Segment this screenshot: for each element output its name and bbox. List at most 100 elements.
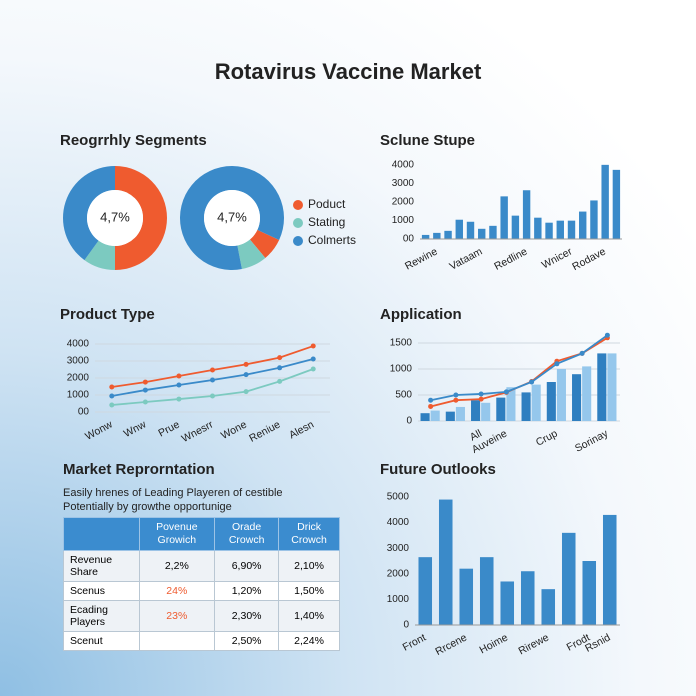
header-cell: Orade Crowch [214, 517, 280, 551]
donut-hole [87, 190, 143, 246]
point [604, 332, 610, 338]
bar [420, 413, 430, 421]
bar [534, 217, 542, 239]
x-tick-label: Crup [534, 427, 560, 448]
donut-segment [249, 229, 280, 258]
y-tick-label: 4000 [387, 517, 410, 528]
point [310, 366, 316, 372]
x-tick-label: Vataam [448, 245, 485, 272]
point [503, 389, 509, 395]
bar [459, 568, 474, 625]
point [529, 379, 535, 385]
section-title: Sclune Stupe [380, 132, 475, 149]
section-title: Application [380, 306, 462, 323]
point [176, 396, 182, 402]
bar [506, 387, 516, 421]
y-tick-label: 2000 [67, 373, 90, 384]
point [109, 384, 115, 390]
bar [556, 369, 566, 421]
x-tick-label: Wnicer [540, 245, 575, 271]
point [277, 355, 283, 361]
donut-segment [63, 165, 115, 261]
header-cell: Povenue Growich [138, 517, 216, 551]
point [142, 399, 148, 405]
table-cell: 1,50% [278, 581, 340, 601]
center-label: 4,7% [217, 209, 247, 224]
donut-segment [237, 239, 266, 270]
x-tick-label: Prue [156, 418, 181, 439]
bar [590, 200, 598, 239]
x-tick-label: Rewine [403, 245, 440, 272]
table-cell: 1,40% [278, 600, 340, 632]
section-title: Future Outlooks [380, 461, 496, 478]
table-row: Revenue Share 2,2% 6,90% 2,10% [63, 550, 340, 582]
bar [602, 514, 617, 625]
bar [520, 571, 535, 625]
y-tick-label: 1500 [390, 338, 413, 349]
bar [582, 366, 592, 421]
point [243, 372, 249, 378]
y-tick-label: 500 [395, 390, 412, 401]
x-tick-label: Rirewe [516, 631, 551, 657]
y-tick-label: 3000 [392, 178, 415, 189]
table-cell: Scenut [63, 631, 140, 651]
y-tick-label: 4000 [67, 339, 90, 350]
bar [433, 232, 441, 239]
line [430, 334, 608, 402]
bar [471, 400, 481, 421]
table-row: Ecading Players 23% 2,30% 1,40% [63, 600, 340, 632]
x-tick-label: Front [401, 631, 428, 653]
point [428, 397, 434, 403]
point [210, 393, 215, 399]
table-cell: 23% [138, 600, 216, 632]
table-cell: 1,20% [214, 581, 280, 601]
table-cell: 2,24% [278, 631, 340, 651]
y-tick-label: 0 [406, 416, 412, 427]
bar [445, 411, 455, 421]
y-tick-label: 00 [78, 407, 90, 418]
point [478, 391, 484, 397]
point [277, 365, 283, 371]
point [176, 373, 182, 379]
bar [561, 532, 576, 625]
point [210, 367, 215, 373]
bar [479, 557, 494, 625]
point [310, 356, 316, 362]
table-row: Scenus 24% 1,20% 1,50% [63, 581, 340, 601]
point [243, 361, 249, 367]
line [111, 368, 314, 406]
bar [521, 392, 531, 421]
point [579, 350, 585, 356]
point [176, 382, 182, 388]
table-row: Scenut 2,50% 2,24% [63, 631, 340, 651]
bar [531, 384, 541, 421]
x-tick-label: Rrcene [433, 631, 469, 658]
point [453, 397, 459, 403]
y-tick-label: 3000 [387, 543, 410, 554]
bar [489, 225, 497, 239]
section-title: Reogrrhly Segments [60, 132, 207, 149]
subtitle: Easily hrenes of Leading Playeren of ces… [63, 487, 283, 499]
donut-segment [84, 240, 115, 270]
bar [546, 382, 556, 421]
bar [438, 499, 453, 625]
point [109, 402, 115, 408]
page-title: Rotavirus Vaccine Market [215, 59, 482, 84]
point [109, 393, 115, 399]
header-cell [63, 517, 140, 551]
y-tick-label: 2000 [387, 568, 410, 579]
table-cell: 24% [138, 581, 216, 601]
market-table: Povenue Growich Orade Crowch Drick Crowch R… [63, 517, 340, 651]
donut-segment [115, 166, 167, 270]
bar [607, 353, 617, 421]
bar [522, 190, 531, 239]
bar [444, 230, 452, 239]
legend-label: Stating [308, 215, 345, 229]
point [428, 403, 434, 409]
table-cell: 2,50% [214, 631, 280, 651]
x-tick-label: Hoime [478, 631, 511, 656]
bar [478, 228, 486, 239]
bar [545, 222, 553, 239]
y-tick-label: 4000 [392, 159, 415, 170]
